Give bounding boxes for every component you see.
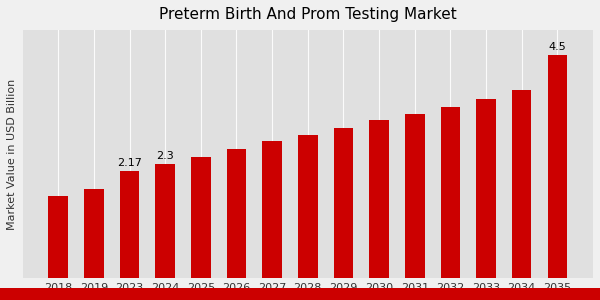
Bar	[84, 189, 104, 278]
Bar	[476, 98, 496, 278]
Bar	[227, 149, 246, 278]
Bar	[512, 90, 532, 278]
Y-axis label: Market Value in USD Billion: Market Value in USD Billion	[7, 79, 17, 230]
Bar	[548, 55, 567, 278]
Bar	[120, 170, 139, 278]
Text: 2.3: 2.3	[157, 151, 174, 161]
Bar	[155, 164, 175, 278]
Bar	[298, 135, 317, 278]
Bar	[191, 157, 211, 278]
Bar	[262, 141, 282, 278]
Bar	[405, 114, 425, 278]
Bar	[334, 128, 353, 278]
Bar	[440, 107, 460, 278]
Bar	[369, 120, 389, 278]
Text: 2.17: 2.17	[117, 158, 142, 167]
Bar	[49, 196, 68, 278]
Title: Preterm Birth And Prom Testing Market: Preterm Birth And Prom Testing Market	[159, 7, 457, 22]
Text: 4.5: 4.5	[548, 42, 566, 52]
